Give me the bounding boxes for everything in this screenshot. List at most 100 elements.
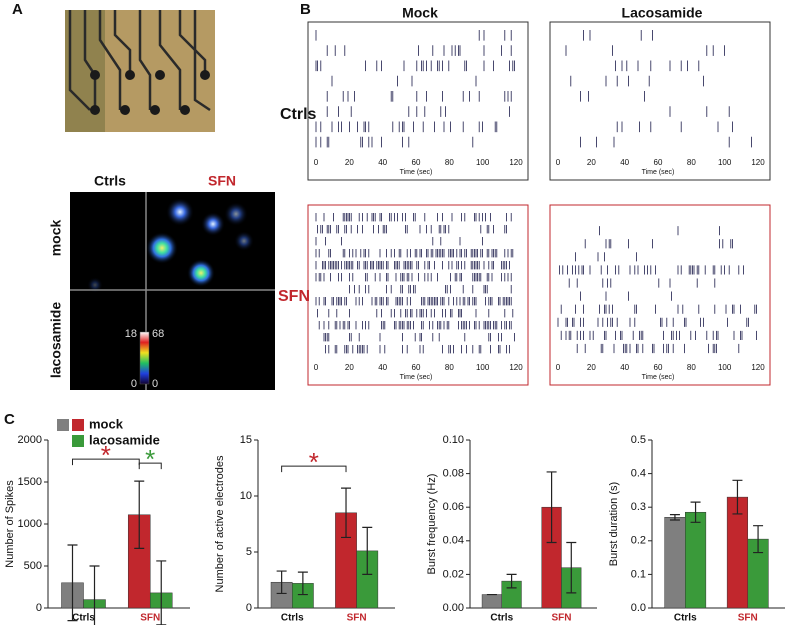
y-tick-label: 0 <box>36 602 42 614</box>
y-tick-label: 10 <box>240 490 252 502</box>
error-bar <box>690 501 701 523</box>
error-bar <box>362 526 373 575</box>
x-tick-label: 100 <box>476 158 490 167</box>
x-tick-label: 0 <box>556 158 561 167</box>
y-tick-label: 0.08 <box>443 468 464 480</box>
x-tick-label: 20 <box>345 158 354 167</box>
col-label: Ctrls <box>94 173 126 189</box>
category-label: SFN <box>140 613 160 624</box>
significance-bracket <box>71 458 140 466</box>
error-bar <box>506 573 517 589</box>
raster-frame <box>549 21 771 181</box>
row-label: Ctrls <box>280 106 317 123</box>
bar <box>664 517 686 609</box>
y-tick-label: 2000 <box>18 434 42 446</box>
y-tick-label: 0.00 <box>443 602 464 614</box>
x-tick-label: 60 <box>654 158 663 167</box>
legend-swatch <box>72 419 84 431</box>
scale-label: 18 <box>125 328 137 340</box>
error-bar <box>732 479 743 515</box>
y-tick-label: 0.02 <box>443 568 464 580</box>
bar-charts: 0 500 1000 1500 2000 Number of Spikes Ctrls SFN… <box>4 416 785 625</box>
y-tick-label: 5 <box>246 546 252 558</box>
x-tick-label: 20 <box>587 158 596 167</box>
x-tick-label: 120 <box>509 363 523 372</box>
x-tick-label: 60 <box>412 363 421 372</box>
col-label: SFN <box>208 173 236 189</box>
raster-frame <box>307 21 529 181</box>
y-tick-label: 0.10 <box>443 434 464 446</box>
significance-label: * <box>145 444 155 474</box>
mea-photo <box>65 10 215 132</box>
legend-swatch <box>57 419 69 431</box>
category-label: Ctrls <box>490 613 513 624</box>
row-label: mock <box>48 220 64 257</box>
x-tick-label: 0 <box>314 363 319 372</box>
bar <box>481 594 503 609</box>
category-label: Ctrls <box>72 613 95 624</box>
y-tick-label: 0.04 <box>443 535 464 547</box>
significance-bracket <box>138 462 162 470</box>
y-tick-label: 0.4 <box>631 468 646 480</box>
error-bar <box>669 513 680 521</box>
panel-label: A <box>12 1 23 18</box>
error-bar <box>753 525 764 554</box>
col-label: Mock <box>402 5 438 21</box>
y-tick-label: 0 <box>246 602 252 614</box>
y-tick-label: 0.3 <box>631 501 646 513</box>
error-bar <box>134 480 145 549</box>
x-tick-label: 80 <box>445 158 454 167</box>
scale-label: 0 <box>131 378 137 390</box>
legend-label: mock <box>89 416 124 431</box>
x-tick-label: 60 <box>412 158 421 167</box>
bar <box>685 511 707 609</box>
error-bar <box>546 471 557 544</box>
category-label: SFN <box>347 613 367 624</box>
category-label: SFN <box>551 613 571 624</box>
x-tick-label: 40 <box>620 363 629 372</box>
scale-label: 0 <box>152 378 158 390</box>
x-tick-label: 120 <box>751 158 765 167</box>
x-tick-label: 120 <box>509 158 523 167</box>
significance-bracket <box>281 465 347 473</box>
y-tick-label: 0.1 <box>631 568 646 580</box>
error-bar <box>566 541 577 594</box>
row-label: lacosamide <box>48 302 64 378</box>
x-tick-label: 120 <box>751 363 765 372</box>
row-label: SFN <box>278 288 310 305</box>
raster-frame <box>307 204 529 386</box>
x-tick-label: 40 <box>620 158 629 167</box>
legend-swatch <box>72 435 84 447</box>
x-tick-label: 80 <box>687 158 696 167</box>
panel-label: B <box>300 1 311 18</box>
significance-label: * <box>309 447 319 477</box>
y-tick-label: 1000 <box>18 518 42 530</box>
legend-label: lacosamide <box>89 432 160 447</box>
panel-label: C <box>4 411 15 428</box>
y-tick-label: 0.5 <box>631 434 646 446</box>
x-axis-label: Time (sec) <box>400 374 433 381</box>
y-tick-label: 0.2 <box>631 535 646 547</box>
x-tick-label: 100 <box>476 363 490 372</box>
x-axis-label: Time (sec) <box>642 374 675 381</box>
raster-frame <box>549 204 771 386</box>
y-axis-label: Number of active electrodes <box>214 455 226 592</box>
significance-label: * <box>101 440 111 470</box>
x-tick-label: 60 <box>654 363 663 372</box>
x-tick-label: 40 <box>378 363 387 372</box>
error-bar <box>67 544 78 622</box>
x-axis-label: Time (sec) <box>400 169 433 176</box>
x-tick-label: 20 <box>587 363 596 372</box>
heatmap <box>70 192 275 390</box>
x-tick-label: 0 <box>314 158 319 167</box>
x-axis-label: Time (sec) <box>642 169 675 176</box>
scale-label: 68 <box>152 328 164 340</box>
y-axis-label: Number of Spikes <box>4 480 16 568</box>
y-tick-label: 0.06 <box>443 501 464 513</box>
y-axis-label: Burst duration (s) <box>608 482 620 566</box>
x-tick-label: 100 <box>718 363 732 372</box>
x-tick-label: 40 <box>378 158 387 167</box>
y-tick-label: 1500 <box>18 476 42 488</box>
error-bar <box>341 487 352 539</box>
